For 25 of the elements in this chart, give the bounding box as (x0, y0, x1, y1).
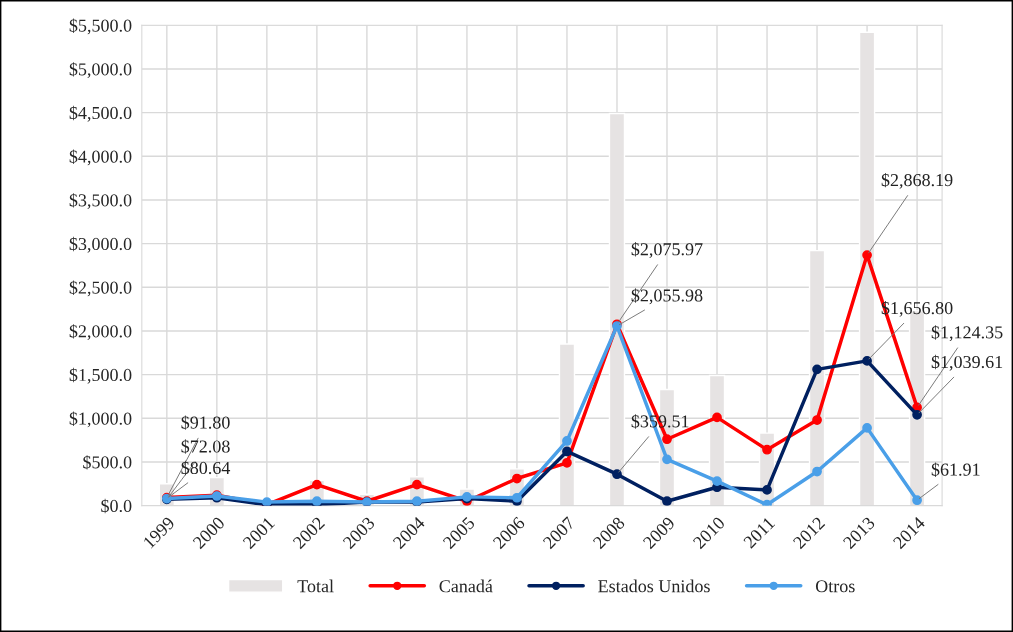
y-tick-label: $0.0 (101, 498, 132, 514)
legend-label: Total (297, 579, 334, 593)
data-label: $61.91 (931, 462, 980, 477)
y-tick-label: $4,500.0 (69, 105, 132, 122)
y-tick-label: $5,500.0 (69, 18, 132, 35)
y-tick-label: $2,500.0 (69, 280, 132, 297)
y-tick-label: $5,000.0 (69, 62, 132, 78)
legend-label: Estados Unidos (598, 579, 710, 593)
y-tick-label: $2,000.0 (69, 324, 132, 340)
legend-label: Canadá (439, 579, 493, 593)
y-tick-label: $3,500.0 (69, 193, 132, 209)
data-label: $2,055.98 (631, 288, 703, 305)
data-label: $91.80 (181, 415, 230, 430)
data-label: $1,039.61 (931, 354, 1003, 371)
data-label: $80.64 (181, 460, 231, 476)
data-label: $2,868.19 (881, 172, 953, 189)
y-tick-label: $500.0 (83, 455, 132, 470)
legend-label: Otros (815, 580, 855, 593)
data-label: $1,124.35 (931, 325, 1003, 342)
y-tick-label: $1,000.0 (69, 411, 132, 428)
y-tick-label: $1,500.0 (69, 367, 132, 384)
y-tick-label: $4,000.0 (69, 149, 132, 166)
y-tick-label: $3,000.0 (69, 236, 132, 253)
data-label: $72.08 (181, 439, 230, 454)
data-label: $2,075.97 (631, 242, 703, 258)
